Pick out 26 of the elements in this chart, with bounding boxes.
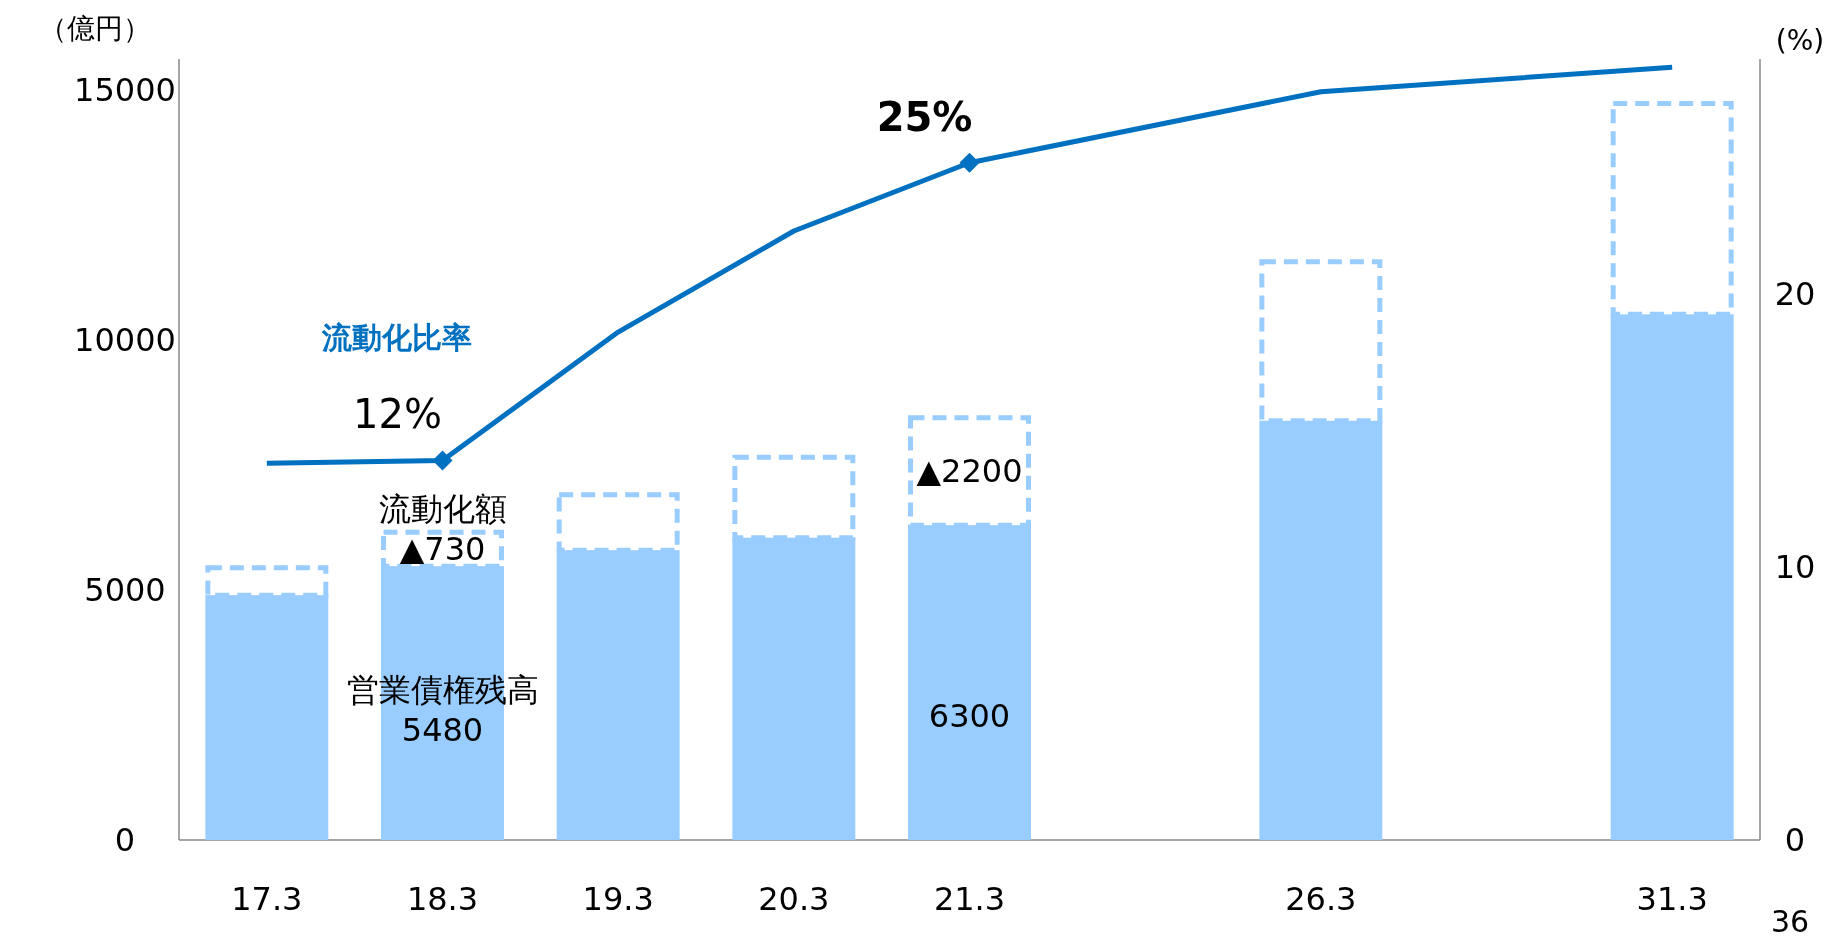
y2-axis-title: (%) — [1775, 24, 1825, 57]
x-tick-label: 20.3 — [758, 880, 830, 918]
y-tick-label: 0 — [114, 821, 136, 859]
x-tick-label: 19.3 — [582, 880, 654, 918]
y2-tick-label: 0 — [1784, 821, 1806, 859]
text: 流動化比率 — [320, 320, 472, 356]
x-tick-label: 17.3 — [231, 880, 303, 918]
data-label: ▲2200 — [916, 452, 1023, 491]
data-label: ▲730 — [399, 529, 486, 568]
y-axis-title: （億円） — [39, 12, 151, 45]
y2-tick-label: 10 — [1774, 547, 1816, 586]
data-label: 6300 — [928, 696, 1011, 735]
y-tick-label: 5000 — [84, 571, 166, 610]
x-tick-label: 18.3 — [406, 880, 479, 918]
series-label: 営業債権残高 — [346, 671, 539, 710]
y-tick-label: 10000 — [74, 321, 176, 360]
text: 36 — [1770, 904, 1810, 939]
x-tick-label: 26.3 — [1285, 880, 1357, 918]
x-tick-label: 21.3 — [933, 880, 1006, 918]
y-tick-label: 15000 — [74, 71, 176, 110]
y2-tick-label: 20 — [1774, 274, 1816, 313]
data-label: 5480 — [401, 711, 484, 750]
x-tick-label: 31.3 — [1636, 880, 1708, 918]
annotation: 25% — [876, 93, 973, 140]
annotation: 12% — [353, 391, 442, 438]
series-label: 流動化額 — [378, 489, 507, 528]
